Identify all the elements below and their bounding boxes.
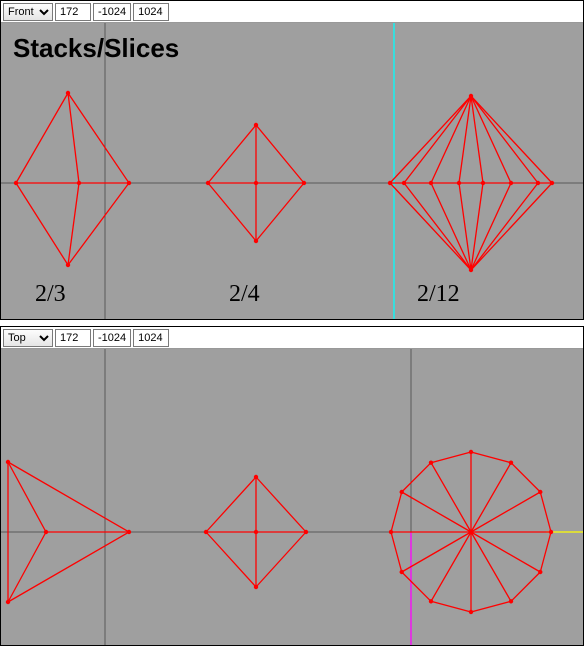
coord-box-2[interactable]: 1024 (133, 329, 169, 347)
mesh-edge (256, 183, 304, 241)
mesh-vertex (429, 181, 433, 185)
coord-box-2[interactable]: 1024 (133, 3, 169, 21)
mesh-vertex (549, 530, 553, 534)
mesh-edge (471, 492, 540, 532)
mesh-edge (471, 532, 511, 601)
mesh-vertex (429, 599, 433, 603)
mesh-vertex (550, 181, 554, 185)
mesh-vertex (388, 181, 392, 185)
mesh-vertex (304, 530, 308, 534)
mesh-edge (391, 532, 402, 572)
mesh-vertex (127, 530, 131, 534)
mesh-vertex (457, 181, 461, 185)
viewport-toolbar: Front172-10241024 (1, 1, 583, 23)
coord-box-1[interactable]: -1024 (93, 3, 131, 21)
mesh-edge (431, 463, 471, 532)
view-select[interactable]: Top (3, 329, 53, 347)
mesh-vertex (204, 530, 208, 534)
mesh-vertex (66, 91, 70, 95)
mesh-edge (390, 96, 471, 183)
mesh-vertex (402, 181, 406, 185)
viewport-front: Front172-10241024 Stacks/Slices 2/3 2/4 2/12 (0, 0, 584, 320)
mesh-vertex (254, 123, 258, 127)
mesh-vertex (509, 599, 513, 603)
mesh-edge (256, 532, 306, 587)
viewport-canvas[interactable] (1, 349, 583, 645)
mesh-vertex (400, 570, 404, 574)
mesh-vertex (469, 530, 473, 534)
mesh-vertex (77, 181, 81, 185)
coord-box-0[interactable]: 172 (55, 3, 91, 21)
mesh-edge (206, 532, 256, 587)
mesh-edge (471, 463, 511, 532)
mesh-vertex (538, 570, 542, 574)
mesh-vertex (254, 585, 258, 589)
mesh-vertex (389, 530, 393, 534)
mesh-vertex (481, 181, 485, 185)
viewport-top: Top172-10241024 (0, 326, 584, 646)
viewport-canvas[interactable]: Stacks/Slices 2/3 2/4 2/12 (1, 23, 583, 319)
mesh-vertex (254, 475, 258, 479)
view-select[interactable]: Front (3, 3, 53, 21)
mesh-vertex (469, 450, 473, 454)
mesh-edge (8, 462, 129, 532)
viewport-toolbar: Top172-10241024 (1, 327, 583, 349)
mesh-edge (540, 492, 551, 532)
mesh-vertex (206, 181, 210, 185)
mesh-edge (256, 125, 304, 183)
mesh-vertex (469, 268, 473, 272)
mesh-edge (208, 183, 256, 241)
shape-caption: 2/12 (417, 281, 460, 308)
mesh-edge (402, 532, 471, 572)
mesh-edge (431, 601, 471, 612)
mesh-vertex (6, 600, 10, 604)
mesh-vertex (14, 181, 18, 185)
mesh-edge (402, 492, 471, 532)
mesh-vertex (127, 181, 131, 185)
mesh-edge (511, 572, 540, 601)
mesh-edge (402, 572, 431, 601)
shape-caption: 2/3 (35, 281, 66, 308)
mesh-edge (540, 532, 551, 572)
mesh-edge (256, 477, 306, 532)
mesh-vertex (6, 460, 10, 464)
viewport-title: Stacks/Slices (13, 33, 179, 64)
mesh-edge (8, 532, 129, 602)
mesh-vertex (469, 610, 473, 614)
mesh-edge (471, 183, 552, 270)
mesh-edge (471, 532, 540, 572)
mesh-vertex (400, 490, 404, 494)
mesh-edge (16, 183, 68, 265)
mesh-edge (206, 477, 256, 532)
mesh-vertex (469, 94, 473, 98)
mesh-vertex (254, 530, 258, 534)
mesh-edge (208, 125, 256, 183)
mesh-vertex (429, 461, 433, 465)
mesh-vertex (538, 490, 542, 494)
mesh-edge (431, 532, 471, 601)
mesh-vertex (254, 239, 258, 243)
mesh-edge (16, 93, 68, 183)
mesh-vertex (509, 181, 513, 185)
mesh-edge (471, 601, 511, 612)
mesh-vertex (44, 530, 48, 534)
mesh-edge (511, 463, 540, 492)
mesh-vertex (536, 181, 540, 185)
coord-box-0[interactable]: 172 (55, 329, 91, 347)
mesh-edge (390, 183, 471, 270)
mesh-vertex (302, 181, 306, 185)
coord-box-1[interactable]: -1024 (93, 329, 131, 347)
mesh-vertex (66, 263, 70, 267)
mesh-edge (471, 452, 511, 463)
mesh-vertex (509, 461, 513, 465)
mesh-edge (402, 463, 431, 492)
mesh-edge (391, 492, 402, 532)
mesh-edge (431, 452, 471, 463)
mesh-edge (471, 96, 552, 183)
mesh-vertex (254, 181, 258, 185)
shape-caption: 2/4 (229, 281, 260, 308)
